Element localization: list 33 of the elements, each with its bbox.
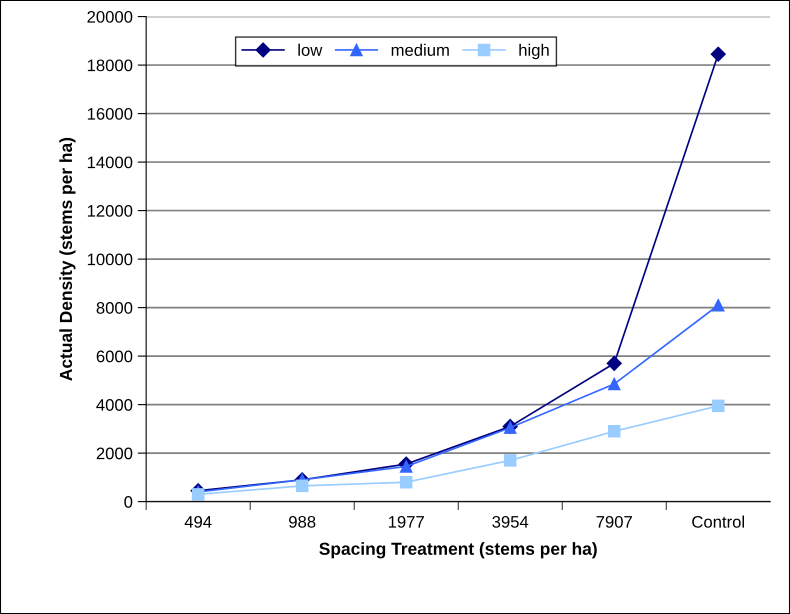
- point: [712, 298, 724, 312]
- legend-label: medium: [392, 44, 449, 56]
- x-axis-title: Spacing Treatment (stems per ha): [319, 542, 597, 558]
- point: [608, 378, 620, 390]
- y-tick-label: 16000: [88, 108, 132, 120]
- y-tick-label: 6000: [96, 350, 132, 362]
- x-tick-label: 7907: [596, 516, 632, 528]
- point: [608, 425, 620, 438]
- legend-label: low: [298, 44, 322, 56]
- y-tick-label: 14000: [88, 156, 132, 168]
- point: [504, 454, 516, 467]
- y-tick-label: 4000: [96, 399, 132, 411]
- x-tick-label: 3954: [492, 516, 528, 528]
- point: [296, 480, 308, 492]
- y-tick-label: 0: [124, 496, 132, 508]
- x-tick-label: 494: [184, 516, 212, 528]
- y-tick-label: 20000: [87, 10, 132, 23]
- y-tick-label: 18000: [88, 59, 132, 72]
- point: [192, 488, 204, 501]
- y-tick-label: 8000: [96, 302, 132, 314]
- point: [710, 46, 726, 62]
- y-tick-label: 2000: [96, 448, 132, 460]
- x-tick-label: 1977: [388, 516, 424, 528]
- y-tick-label: 12000: [88, 205, 132, 217]
- point: [712, 400, 724, 412]
- y-tick-label: 10000: [88, 254, 132, 266]
- point: [400, 460, 412, 473]
- x-tick-label: Control: [692, 516, 744, 528]
- legend-label: high: [519, 44, 549, 60]
- point: [400, 476, 412, 488]
- x-tick-label: 988: [289, 516, 316, 528]
- point: [606, 356, 622, 371]
- y-axis-title: Actual Density (stems per ha): [59, 138, 76, 381]
